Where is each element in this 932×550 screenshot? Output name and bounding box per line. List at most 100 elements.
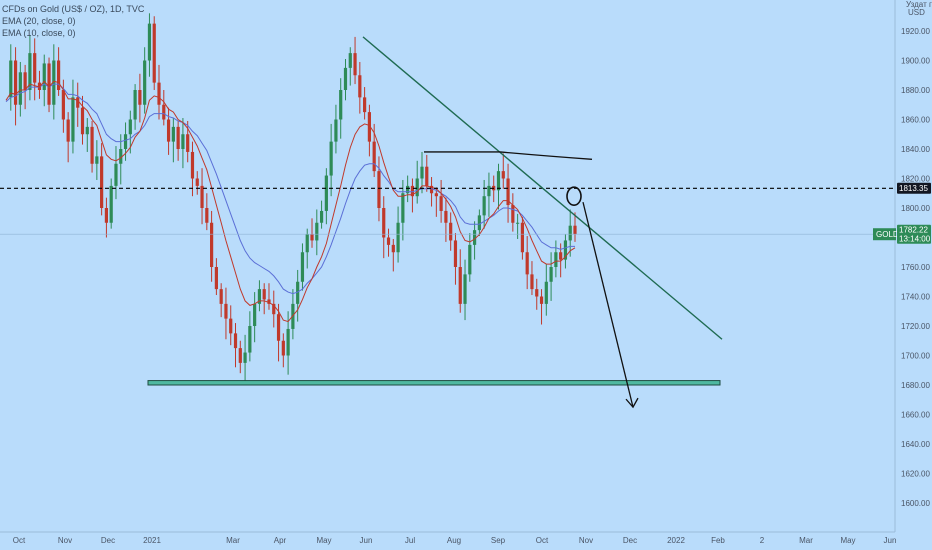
price-axis[interactable]: 1600.00 1620.00 1640.00 1660.00 1680.00 1700.… [873, 0, 932, 550]
candle-body [61, 90, 65, 120]
price-tick-label: 1880.00 [901, 86, 930, 95]
time-tick-label: May [840, 536, 855, 545]
candle [205, 193, 209, 231]
candle [138, 73, 142, 123]
candle [42, 54, 46, 107]
time-tick-label: Mar [226, 536, 240, 545]
candle-body [128, 119, 132, 135]
time-tick-label: Dec [101, 536, 115, 545]
candle [363, 87, 367, 120]
candle [319, 200, 324, 229]
drawings[interactable] [0, 36, 895, 409]
candle-body [9, 60, 13, 98]
candle [219, 283, 223, 318]
time-tick-label: Mar [799, 536, 813, 545]
projection-arrow-line [582, 201, 634, 408]
candle [382, 196, 386, 259]
candle-body [42, 63, 46, 90]
candle-body [339, 90, 343, 120]
price-tick-label: 1620.00 [901, 470, 930, 479]
candle-body [190, 151, 195, 179]
candle [339, 78, 343, 139]
price-tick-label: 1640.00 [901, 440, 930, 449]
time-axis[interactable]: Oct Nov Dec 2021 Mar Apr May Jun Jul Aug Sep Oct Nov… [0, 531, 896, 545]
candle-body [305, 234, 309, 253]
candle-body [157, 82, 161, 105]
candle-body [114, 163, 118, 186]
candle-body [367, 112, 371, 142]
candle [109, 178, 113, 229]
price-tick-label: 1920.00 [901, 27, 930, 36]
candle-body [434, 193, 438, 197]
candle [487, 172, 491, 217]
candle [90, 120, 94, 173]
candle [530, 261, 534, 296]
candle [47, 57, 51, 113]
candle-body [358, 75, 362, 98]
candle [171, 118, 175, 163]
candle [324, 168, 328, 225]
candle-body [23, 72, 27, 90]
candle-body [248, 326, 252, 353]
candle [439, 179, 443, 223]
candle [80, 95, 85, 145]
candle-body [47, 63, 51, 105]
candle-body [573, 225, 577, 235]
candle-body [535, 289, 539, 297]
candle-body [401, 193, 405, 223]
candle-body [186, 134, 190, 152]
price-tick-label: 1680.00 [901, 381, 930, 390]
candle-body [334, 119, 338, 142]
candle [573, 212, 577, 242]
time-tick-label: Jul [405, 536, 415, 545]
projection-arrow-head [625, 397, 639, 409]
candle [305, 228, 309, 269]
candle-body [76, 97, 80, 108]
candle [248, 311, 252, 362]
candle-body [420, 166, 424, 179]
candle [358, 61, 362, 114]
candle [434, 187, 438, 217]
candle-body [171, 126, 175, 142]
support-zone [147, 380, 721, 386]
candle [214, 258, 218, 296]
candle-body [382, 208, 386, 238]
candle-body [506, 178, 510, 206]
price-axis-bg [895, 0, 932, 550]
candle-body [85, 126, 89, 135]
candle-body [195, 178, 199, 186]
candle-body [501, 171, 505, 179]
candle-body [315, 222, 319, 241]
ema20-line [5, 83, 575, 295]
legend-ema10[interactable]: EMA (10, close, 0) [2, 28, 76, 38]
candle-body [372, 141, 376, 172]
axis-currency-top: Уздат гід [906, 0, 932, 9]
candle-body [530, 274, 534, 290]
candle [76, 82, 80, 127]
candle [272, 290, 276, 328]
legend-ema20[interactable]: EMA (20, close, 0) [2, 16, 76, 26]
candle-body [181, 134, 185, 149]
candle-body [468, 244, 472, 275]
candle-body [449, 222, 453, 241]
candle-body [353, 53, 357, 76]
legend-symbol[interactable]: CFDs on Gold (US$ / OZ), 1D, TVC [2, 4, 145, 14]
candle-body [219, 289, 223, 304]
symbol-tag-bg [873, 228, 896, 241]
candle [104, 197, 109, 238]
candle-body [229, 318, 233, 334]
candle [315, 209, 319, 256]
candle [300, 243, 305, 291]
time-tick-label: Dec [623, 536, 637, 545]
candle-body [310, 234, 314, 241]
candle-body [520, 222, 525, 253]
candle-body [453, 240, 458, 267]
candle-body [343, 67, 348, 90]
time-tick-label: Sep [491, 536, 506, 545]
candle-body [18, 72, 22, 105]
candle-body [90, 126, 94, 164]
candle [554, 240, 558, 278]
candle-body [406, 185, 410, 194]
candle-body [463, 274, 467, 304]
